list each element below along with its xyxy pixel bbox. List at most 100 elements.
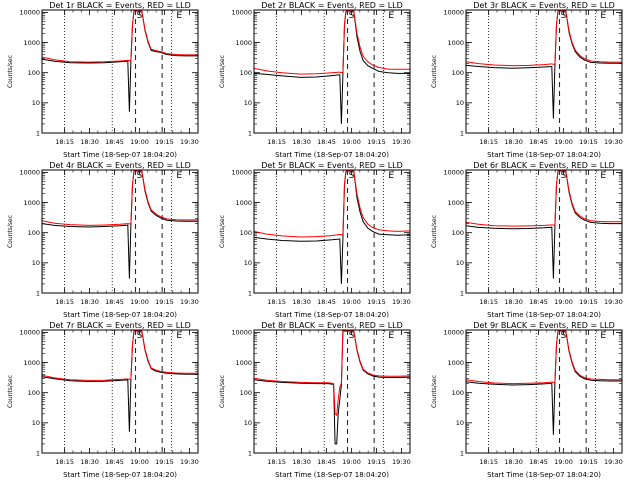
y-tick-label: 10000 xyxy=(19,9,40,17)
start-marker: S xyxy=(349,331,355,341)
end-marker: E xyxy=(176,11,182,21)
y-tick-label: 100 xyxy=(240,389,252,397)
series-lld xyxy=(466,170,622,227)
y-axis-label: Counts/sec xyxy=(7,375,14,408)
end-marker: E xyxy=(600,171,606,181)
panel-title: Det 3r BLACK = Events, RED = LLD xyxy=(473,1,615,10)
x-axis-label: Start Time (18-Sep-07 18:04:20) xyxy=(63,471,177,479)
panel-title: Det 7r BLACK = Events, RED = LLD xyxy=(49,321,191,330)
panel-9: Det 9r BLACK = Events, RED = LLD Counts/s… xyxy=(431,321,623,479)
end-marker: E xyxy=(600,331,606,341)
x-tick-label: 19:00 xyxy=(130,138,149,146)
end-marker: E xyxy=(176,171,182,181)
y-axis-label: Counts/sec xyxy=(431,215,438,248)
x-tick-label: 18:30 xyxy=(292,138,311,146)
start-marker: S xyxy=(137,171,143,181)
start-marker: S xyxy=(561,171,567,181)
series-lld xyxy=(42,10,198,63)
y-tick-label: 1 xyxy=(36,449,40,457)
x-tick-label: 19:30 xyxy=(180,458,199,466)
start-marker: S xyxy=(137,11,143,21)
panel-6: Det 6r BLACK = Events, RED = LLD Counts/s… xyxy=(431,161,623,319)
y-tick-label: 1000 xyxy=(235,359,252,367)
x-tick-label: 19:15 xyxy=(579,138,598,146)
x-tick-label: 19:15 xyxy=(579,298,598,306)
y-tick-label: 100 xyxy=(28,389,40,397)
y-tick-label: 1 xyxy=(248,289,252,297)
panel-8: Det 8r BLACK = Events, RED = LLD Counts/s… xyxy=(219,321,411,479)
x-tick-label: 19:30 xyxy=(180,298,199,306)
y-axis-label: Counts/sec xyxy=(219,55,226,88)
y-tick-label: 10000 xyxy=(443,169,464,177)
y-tick-label: 10000 xyxy=(443,9,464,17)
x-tick-label: 18:15 xyxy=(267,138,286,146)
x-tick-label: 18:15 xyxy=(55,138,74,146)
y-tick-label: 10000 xyxy=(231,169,252,177)
panel-1: Det 1r BLACK = Events, RED = LLD Counts/s… xyxy=(7,1,199,159)
series-lld xyxy=(466,10,622,67)
y-tick-label: 1 xyxy=(248,449,252,457)
x-tick-label: 18:15 xyxy=(479,458,498,466)
y-tick-label: 10 xyxy=(456,99,464,107)
x-tick-label: 18:45 xyxy=(317,458,336,466)
x-tick-label: 19:15 xyxy=(367,458,386,466)
panel-5: Det 5r BLACK = Events, RED = LLD Counts/s… xyxy=(219,161,411,319)
y-tick-label: 10 xyxy=(244,259,252,267)
end-marker: E xyxy=(388,171,394,181)
y-axis-label: Counts/sec xyxy=(219,215,226,248)
x-tick-label: 19:30 xyxy=(180,138,199,146)
series-lld xyxy=(254,170,410,238)
x-tick-label: 18:30 xyxy=(292,298,311,306)
x-tick-label: 18:15 xyxy=(267,298,286,306)
y-tick-label: 10000 xyxy=(231,9,252,17)
start-marker: S xyxy=(349,11,355,21)
x-tick-label: 18:15 xyxy=(479,138,498,146)
panel-2: Det 2r BLACK = Events, RED = LLD Counts/s… xyxy=(219,1,411,159)
series-events xyxy=(254,10,410,124)
y-tick-label: 100 xyxy=(452,229,464,237)
y-tick-label: 10 xyxy=(32,419,40,427)
y-tick-label: 1 xyxy=(460,289,464,297)
y-tick-label: 10 xyxy=(244,419,252,427)
x-tick-label: 19:15 xyxy=(155,458,174,466)
plot-frame xyxy=(253,9,411,134)
x-tick-label: 19:30 xyxy=(604,298,623,306)
y-tick-label: 1000 xyxy=(447,199,464,207)
y-tick-label: 100 xyxy=(240,69,252,77)
plot-frame xyxy=(41,169,199,294)
x-tick-label: 18:30 xyxy=(80,298,99,306)
y-tick-label: 10 xyxy=(32,259,40,267)
plot-frame xyxy=(41,9,199,134)
plot-frame xyxy=(465,329,623,454)
panel-title: Det 8r BLACK = Events, RED = LLD xyxy=(261,321,403,330)
series-lld xyxy=(42,170,198,226)
panel-7: Det 7r BLACK = Events, RED = LLD Counts/s… xyxy=(7,321,199,479)
x-axis-label: Start Time (18-Sep-07 18:04:20) xyxy=(487,471,601,479)
start-marker: S xyxy=(561,331,567,341)
y-axis-label: Counts/sec xyxy=(7,55,14,88)
y-tick-label: 100 xyxy=(452,389,464,397)
series-events xyxy=(42,330,198,432)
plot-frame xyxy=(41,329,199,454)
y-tick-label: 1 xyxy=(36,129,40,137)
x-tick-label: 19:00 xyxy=(130,298,149,306)
x-tick-label: 18:30 xyxy=(292,458,311,466)
end-marker: E xyxy=(388,11,394,21)
x-tick-label: 18:45 xyxy=(105,298,124,306)
y-tick-label: 10 xyxy=(456,259,464,267)
x-tick-label: 19:15 xyxy=(155,138,174,146)
x-axis-label: Start Time (18-Sep-07 18:04:20) xyxy=(275,311,389,319)
panel-title: Det 1r BLACK = Events, RED = LLD xyxy=(49,1,191,10)
start-marker: S xyxy=(561,11,567,21)
y-tick-label: 1000 xyxy=(447,359,464,367)
y-axis-label: Counts/sec xyxy=(431,375,438,408)
panel-title: Det 5r BLACK = Events, RED = LLD xyxy=(261,161,403,170)
y-tick-label: 1000 xyxy=(23,359,40,367)
x-tick-label: 19:00 xyxy=(554,298,573,306)
end-marker: E xyxy=(388,331,394,341)
start-marker: S xyxy=(349,171,355,181)
x-tick-label: 19:00 xyxy=(554,458,573,466)
x-tick-label: 19:00 xyxy=(342,138,361,146)
x-axis-label: Start Time (18-Sep-07 18:04:20) xyxy=(275,471,389,479)
